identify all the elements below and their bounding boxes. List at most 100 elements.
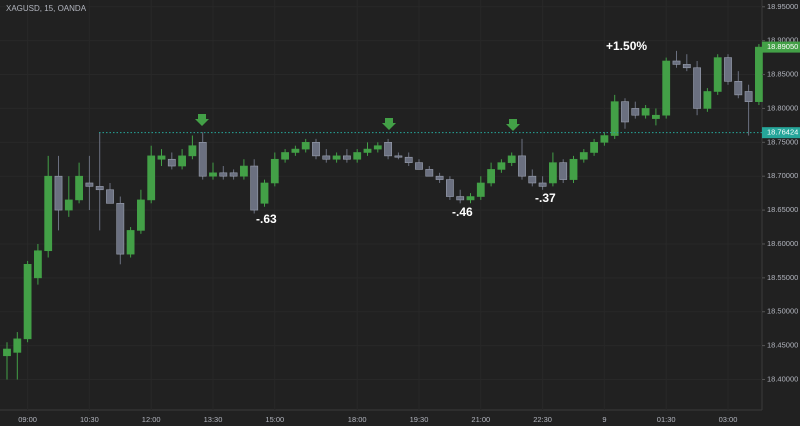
candle-body [456, 196, 465, 201]
x-tick-label: 19:30 [410, 415, 429, 424]
x-tick-label: 12:00 [142, 415, 161, 424]
candle-body [322, 155, 331, 160]
candle-body [116, 203, 125, 255]
candle-body [415, 162, 423, 170]
candle-body [754, 46, 763, 102]
candle-body [250, 165, 259, 211]
candle-body [476, 182, 485, 197]
candle-body [621, 101, 629, 123]
candle-body [445, 179, 454, 197]
candle-body [466, 196, 475, 201]
candle-body [270, 158, 279, 184]
candle-body [363, 148, 372, 153]
candle-body [281, 152, 289, 160]
candle-body [342, 155, 351, 160]
level-badge [762, 127, 800, 139]
candle-body [147, 155, 156, 201]
candle-body [85, 182, 94, 187]
candle-body [734, 81, 743, 96]
candle-body [301, 142, 310, 150]
candle-body [487, 169, 495, 184]
y-tick-label: 18.50000 [767, 307, 798, 316]
candle-body [497, 162, 506, 170]
x-tick-label: 21:00 [471, 415, 490, 424]
candle-body [682, 64, 691, 69]
candle-body [435, 175, 444, 180]
candle-body [425, 169, 434, 177]
candle-body [209, 172, 217, 177]
candle-body [724, 57, 732, 82]
candle-body [373, 145, 382, 150]
candle-body [198, 142, 207, 177]
x-tick-label: 10:30 [80, 415, 99, 424]
candle-body [641, 108, 650, 116]
candle-body [579, 152, 588, 160]
candle-body [672, 60, 681, 65]
candles [3, 44, 763, 380]
candle-body [693, 67, 701, 109]
candle-body [64, 199, 73, 211]
candle-body [404, 156, 413, 163]
level-label: 18.76424 [767, 128, 798, 137]
candle-body [332, 155, 341, 160]
candle-body [260, 182, 269, 204]
candle-body [569, 158, 578, 180]
candle-body [703, 91, 712, 109]
x-tick-label: 18:00 [348, 415, 367, 424]
arrow [195, 114, 209, 126]
candle-body [167, 158, 176, 167]
arrow [506, 119, 520, 131]
candle-body [744, 91, 753, 102]
candle-body [137, 199, 145, 231]
candle-body [559, 162, 568, 180]
candle-body [538, 182, 547, 187]
candle-body [178, 155, 186, 167]
candle-body [507, 155, 516, 163]
candle-body [590, 142, 598, 153]
y-tick-label: 18.95000 [767, 2, 798, 11]
candle-body [229, 172, 238, 177]
x-tick-label: 22:30 [533, 415, 552, 424]
y-tick-label: 18.90000 [767, 36, 798, 45]
candle-body [188, 145, 197, 157]
candle-body [312, 142, 320, 157]
candle-body [75, 175, 83, 201]
y-tick-label: 18.40000 [767, 374, 798, 383]
x-tick-label: 9 [602, 415, 606, 424]
candle-body [713, 57, 722, 92]
candle-body [610, 101, 619, 136]
arrow [382, 118, 396, 130]
price-label: 18.89050 [767, 42, 798, 51]
candle-body [126, 230, 135, 255]
y-tick-label: 18.70000 [767, 171, 798, 180]
candle-body [631, 108, 640, 116]
candle-body [106, 189, 114, 204]
candle-body [384, 142, 392, 157]
annotation: -.37 [535, 191, 556, 205]
annotation: -.46 [452, 205, 473, 219]
candle-body [651, 114, 660, 119]
annotation: -.63 [256, 212, 277, 226]
annotation: +1.50% [606, 39, 647, 53]
candle-body [662, 60, 671, 116]
candle-body [548, 162, 557, 184]
price-badge [762, 41, 800, 53]
candle-body [528, 175, 537, 184]
candle-body [13, 338, 22, 353]
candle-body [240, 165, 248, 177]
y-tick-label: 18.75000 [767, 137, 798, 146]
candle-body [23, 263, 32, 340]
candle-body [33, 250, 42, 279]
candle-body [291, 148, 300, 153]
candle-body [353, 152, 362, 160]
chart-title: XAGUSD, 15, OANDA [6, 4, 87, 13]
candle-body [600, 135, 609, 143]
y-tick-label: 18.85000 [767, 70, 798, 79]
x-tick-label: 03:00 [719, 415, 738, 424]
candle-body [54, 175, 63, 211]
candle-body [157, 155, 166, 160]
y-tick-label: 18.80000 [767, 103, 798, 112]
x-tick-label: 13:30 [204, 415, 223, 424]
